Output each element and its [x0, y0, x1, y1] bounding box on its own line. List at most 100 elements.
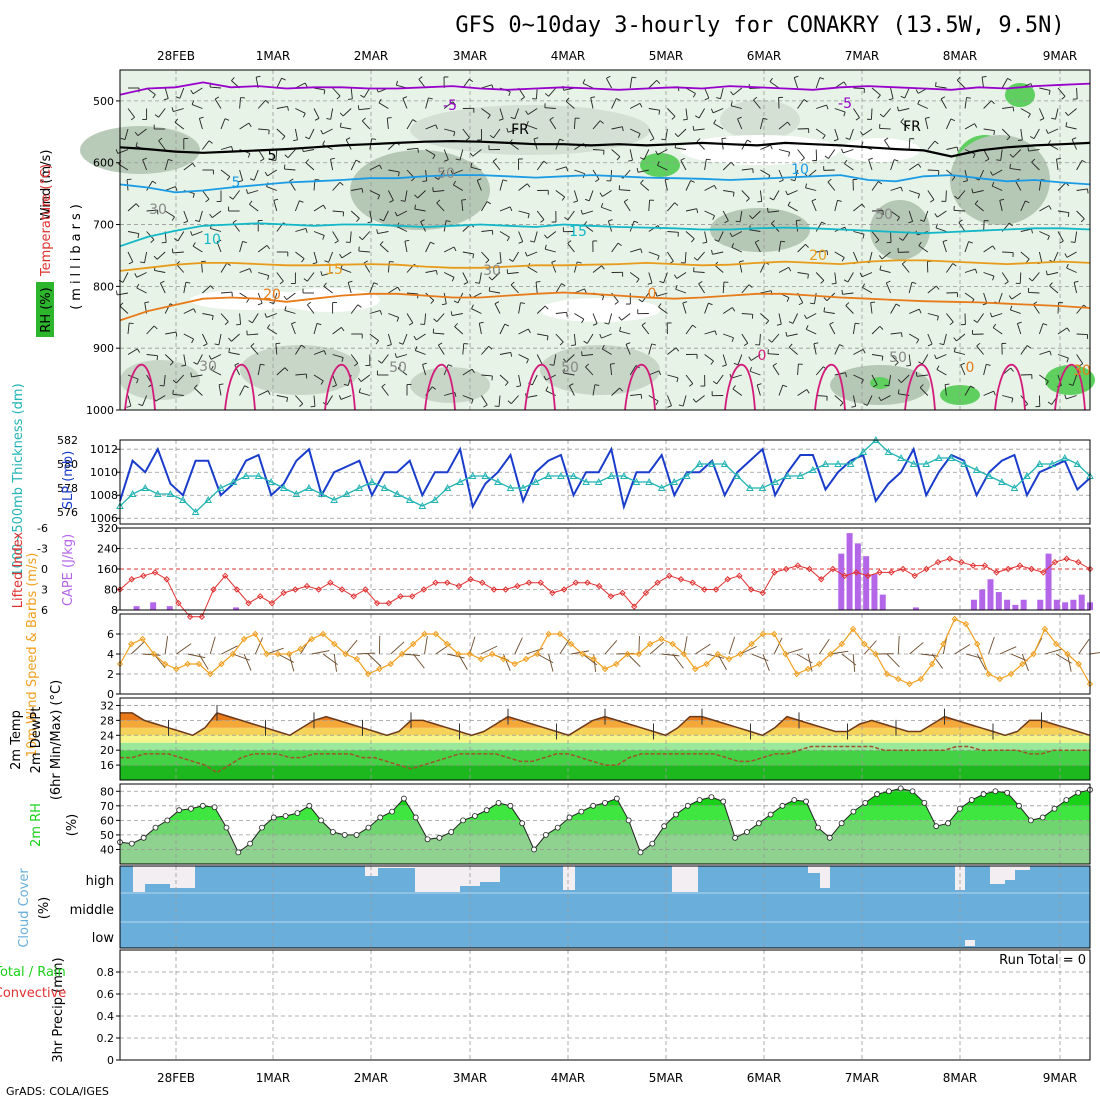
y-tick-label: 8	[111, 604, 118, 617]
wind-barb	[682, 302, 687, 314]
wind-barb-flag	[1006, 136, 1011, 141]
wind-barb	[471, 308, 482, 314]
wind-barb-flag	[185, 281, 191, 284]
wind-barb	[964, 268, 976, 273]
wind-barb	[834, 108, 846, 113]
wind-barb	[347, 282, 352, 294]
wind-barb	[720, 87, 724, 99]
cape-bar	[970, 599, 977, 610]
rh-point	[744, 829, 750, 835]
wind-barb-flag	[861, 379, 864, 384]
lifted-index-point	[186, 613, 194, 621]
wind-barb	[585, 366, 594, 376]
wind-barb-flag	[772, 363, 777, 367]
wind-barb	[685, 231, 695, 240]
wind-barb-flag	[355, 159, 361, 163]
wind-barb-flag	[400, 200, 406, 202]
wind-barb-flag	[302, 113, 306, 118]
lifted-index-point	[1016, 562, 1024, 569]
wind-barb-flag	[305, 228, 308, 233]
wind-barb-flag	[996, 159, 1001, 161]
lifted-index-point	[315, 586, 322, 593]
wind-barb	[425, 149, 436, 156]
ylabel-convective: Convective	[0, 986, 66, 1001]
wind-barb-flag	[507, 400, 512, 405]
lifted-index-point	[642, 589, 650, 597]
wind-barb	[704, 231, 708, 243]
wind-barb-flag	[716, 97, 721, 100]
wind-barb-flag	[242, 240, 247, 244]
wind-barb-flag	[757, 383, 762, 386]
footer: GrADS: COLA/IGES	[6, 1085, 109, 1098]
wind-barb	[220, 146, 232, 150]
lifted-index-point	[373, 599, 381, 607]
rh-point	[708, 794, 715, 800]
wind-barb-flag	[153, 255, 158, 260]
wind-barb-flag	[769, 77, 773, 82]
wind-barb	[648, 370, 660, 376]
wind-barb	[172, 393, 184, 396]
wind-barb	[294, 200, 300, 212]
wind-barb	[698, 283, 705, 294]
wind-barb	[883, 108, 891, 118]
temp-band	[120, 735, 1090, 743]
wind-speed-point	[308, 635, 315, 643]
wind-barb	[1049, 285, 1059, 294]
wind-barb-flag	[788, 267, 792, 272]
wind-barb	[908, 354, 911, 366]
lifted-index-point	[911, 572, 918, 580]
lifted-index-point	[747, 586, 755, 593]
wind-barb-flag	[989, 312, 993, 318]
wind-barb-flag	[942, 239, 948, 242]
wind-barb	[481, 84, 493, 89]
wind-barb-flag	[810, 302, 815, 305]
wind-barb	[1032, 304, 1040, 314]
wind-barb-flag	[827, 178, 832, 183]
wind-barb	[722, 281, 725, 294]
wind-barb-flag	[287, 106, 289, 111]
wind-speed-point	[635, 650, 643, 658]
wind-barb-flag	[731, 337, 734, 343]
wind-barb-flag	[492, 158, 497, 162]
wind-barb	[685, 208, 697, 212]
wind-barb-flag	[479, 321, 484, 324]
wind-barb	[305, 162, 315, 171]
contour-label: 30	[149, 202, 167, 218]
wind-barb-flag	[829, 321, 834, 325]
wind-barb-flag	[1070, 241, 1076, 243]
wind-barb-10m	[672, 653, 684, 669]
wind-barb	[284, 310, 296, 314]
wind-barb-flag	[934, 213, 938, 218]
ylabel-temp: Temperature (°C)	[39, 164, 54, 277]
wind-barb-flag	[841, 148, 844, 154]
wind-barb	[685, 108, 688, 120]
cloud-gap	[955, 866, 965, 890]
wind-barb-flag	[940, 96, 946, 100]
wind-barb	[183, 210, 189, 222]
wind-barb-flag	[692, 398, 697, 403]
wind-barb-flag	[544, 234, 548, 239]
wind-barb	[164, 210, 175, 218]
date-label-top: 9MAR	[1043, 49, 1078, 63]
wind-barb-10m	[503, 653, 511, 671]
wind-barb	[461, 200, 464, 212]
wind-barb-flag	[564, 216, 569, 221]
lifted-index-point	[817, 576, 825, 583]
wind-barb-flag	[300, 344, 306, 348]
wind-barb-flag	[581, 318, 585, 324]
wind-barb	[276, 395, 288, 399]
wind-barb	[732, 87, 743, 96]
wind-barb	[566, 354, 575, 363]
wind-barb	[481, 395, 488, 406]
wind-barb-10m	[717, 653, 727, 670]
wind-barb-flag	[879, 113, 884, 118]
wind-barb-10m	[412, 653, 425, 669]
wind-barb-flag	[1066, 327, 1070, 332]
ylabel-rh-unit: (%)	[65, 814, 80, 837]
wind-barb-flag	[373, 282, 379, 285]
wind-barb	[210, 86, 222, 89]
wind-barb	[234, 364, 241, 376]
wind-barb-flag	[1065, 111, 1069, 116]
wind-barb	[1002, 106, 1014, 109]
wind-barb	[383, 210, 389, 222]
